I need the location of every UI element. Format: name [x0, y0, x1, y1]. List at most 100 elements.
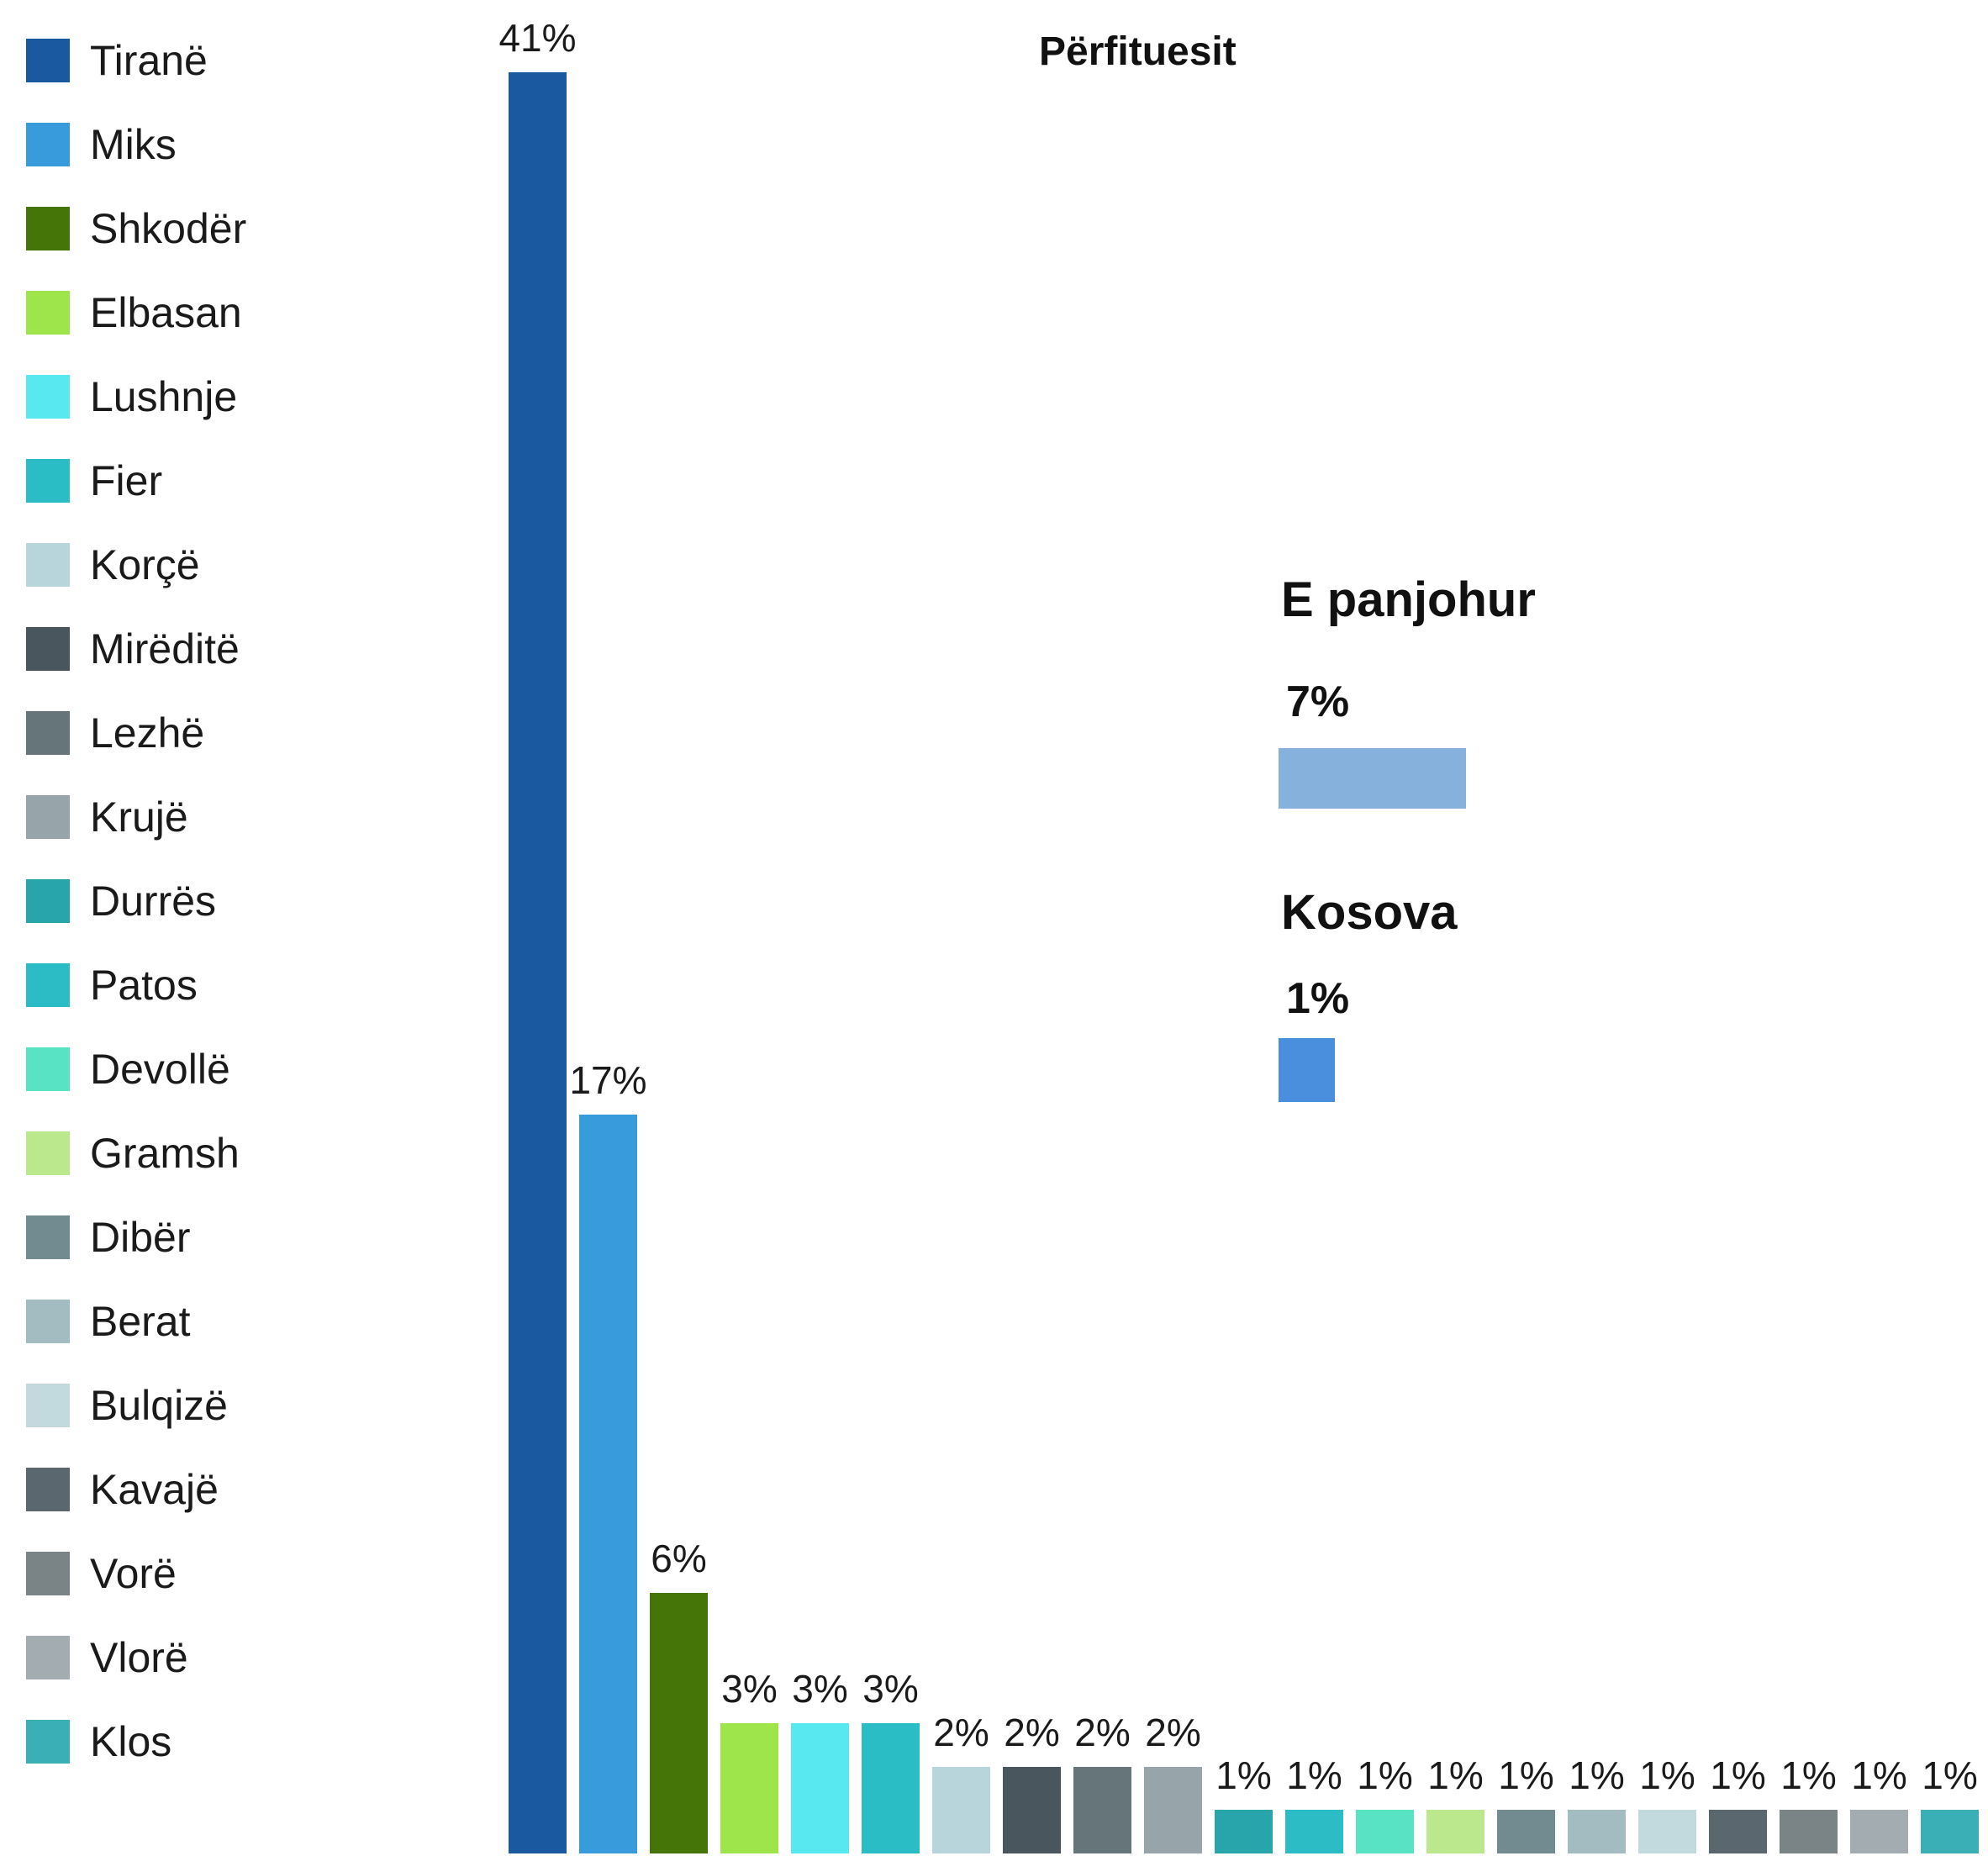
- bar-value-label: 1%: [1357, 1753, 1413, 1798]
- legend-swatch: [26, 711, 70, 755]
- bar-value-label: 1%: [1851, 1753, 1907, 1798]
- legend-item: Mirëditë: [26, 624, 240, 674]
- legend-swatch: [26, 1636, 70, 1679]
- bar-value-label: 3%: [721, 1666, 778, 1711]
- bar: [579, 1115, 637, 1853]
- bar: [1921, 1810, 1979, 1853]
- legend-label: Mirëditë: [90, 625, 240, 672]
- legend-swatch: [26, 1215, 70, 1259]
- extra-bar: [1279, 748, 1466, 809]
- bar: [720, 1722, 778, 1853]
- legend-swatch: [26, 291, 70, 335]
- extra-value-label: 7%: [1286, 678, 1350, 726]
- legend-item: Durrës: [26, 876, 216, 926]
- bar: [1709, 1810, 1767, 1853]
- legend-label: Fier: [90, 457, 163, 504]
- bar: [791, 1722, 849, 1853]
- legend-swatch: [26, 123, 70, 166]
- legend-item: Tiranë: [26, 35, 208, 86]
- bar: [1215, 1810, 1273, 1853]
- bar: [1638, 1810, 1696, 1853]
- legend-item: Devollë: [26, 1044, 230, 1094]
- bar: [1003, 1766, 1061, 1853]
- extra-title: Kosova: [1281, 885, 1458, 940]
- legend-label: Bulqizë: [90, 1382, 228, 1429]
- legend-item: Gramsh: [26, 1128, 240, 1178]
- legend-item: Berat: [26, 1296, 191, 1347]
- legend-item: Kavajë: [26, 1464, 219, 1515]
- bar: [1356, 1810, 1414, 1853]
- extra-title: E panjohur: [1281, 572, 1536, 627]
- legend-item: Elbasan: [26, 287, 242, 338]
- bar: [862, 1722, 920, 1853]
- bar-value-label: 6%: [651, 1536, 707, 1580]
- legend-label: Klos: [90, 1718, 172, 1765]
- bar: [1426, 1810, 1484, 1853]
- legend-swatch: [26, 963, 70, 1007]
- legend-item: Lushnje: [26, 372, 237, 422]
- legend-label: Berat: [90, 1298, 191, 1345]
- legend-swatch: [26, 1131, 70, 1175]
- legend-swatch: [26, 207, 70, 250]
- legend-swatch: [26, 1047, 70, 1091]
- legend-swatch: [26, 375, 70, 419]
- bar: [932, 1766, 990, 1853]
- bar: [650, 1592, 708, 1853]
- legend-item: Vlorë: [26, 1632, 188, 1683]
- legend-label: Vorë: [90, 1550, 177, 1597]
- legend-item: Dibër: [26, 1212, 190, 1263]
- legend-label: Patos: [90, 962, 198, 1009]
- bar-value-label: 3%: [792, 1666, 848, 1711]
- legend-label: Krujë: [90, 794, 188, 841]
- legend-item: Miks: [26, 119, 177, 170]
- bar: [1568, 1810, 1626, 1853]
- legend-label: Lushnje: [90, 373, 238, 420]
- bar-value-label: 1%: [1922, 1753, 1978, 1798]
- legend-label: Devollë: [90, 1046, 230, 1093]
- bar: [1073, 1766, 1131, 1853]
- bar-value-label: 3%: [862, 1666, 919, 1711]
- legend-item: Bulqizë: [26, 1380, 228, 1431]
- legend-item: Korçë: [26, 540, 200, 590]
- bar-value-label: 1%: [1639, 1753, 1695, 1798]
- bar-value-label: 2%: [1074, 1710, 1131, 1754]
- bar-value-label: 1%: [1498, 1753, 1554, 1798]
- legend-label: Tiranë: [90, 37, 208, 84]
- bar-value-label: 1%: [1569, 1753, 1625, 1798]
- legend-swatch: [26, 459, 70, 503]
- bar-value-label: 17%: [569, 1058, 647, 1103]
- legend-item: Lezhë: [26, 708, 204, 758]
- legend-label: Dibër: [90, 1214, 191, 1261]
- legend-swatch: [26, 543, 70, 587]
- bar-value-label: 1%: [1286, 1753, 1342, 1798]
- legend-swatch: [26, 1552, 70, 1595]
- legend-item: Patos: [26, 960, 198, 1010]
- chart-title: Përfituesit: [1039, 29, 1237, 74]
- legend-label: Miks: [90, 121, 177, 168]
- legend-item: Krujë: [26, 792, 188, 842]
- bar: [1285, 1810, 1343, 1853]
- legend-swatch: [26, 627, 70, 671]
- legend-label: Kavajë: [90, 1466, 219, 1513]
- bar: [1850, 1810, 1908, 1853]
- legend-item: Klos: [26, 1716, 171, 1767]
- bar: [1780, 1810, 1838, 1853]
- legend-label: Elbasan: [90, 289, 242, 336]
- legend-swatch: [26, 1720, 70, 1764]
- bar-value-label: 41%: [498, 16, 577, 60]
- bar-value-label: 2%: [1004, 1710, 1060, 1754]
- legend-swatch: [26, 39, 70, 82]
- bar-value-label: 1%: [1710, 1753, 1766, 1798]
- legend-swatch: [26, 1468, 70, 1511]
- legend-item: Fier: [26, 456, 162, 506]
- legend-label: Korçë: [90, 541, 200, 588]
- legend-label: Vlorë: [90, 1634, 188, 1681]
- bar-value-label: 1%: [1215, 1753, 1272, 1798]
- bar-value-label: 2%: [933, 1710, 989, 1754]
- legend-label: Shkodër: [90, 205, 247, 252]
- bar-value-label: 1%: [1427, 1753, 1484, 1798]
- bar: [1144, 1766, 1202, 1853]
- bar-value-label: 2%: [1145, 1710, 1201, 1754]
- bar-value-label: 1%: [1780, 1753, 1837, 1798]
